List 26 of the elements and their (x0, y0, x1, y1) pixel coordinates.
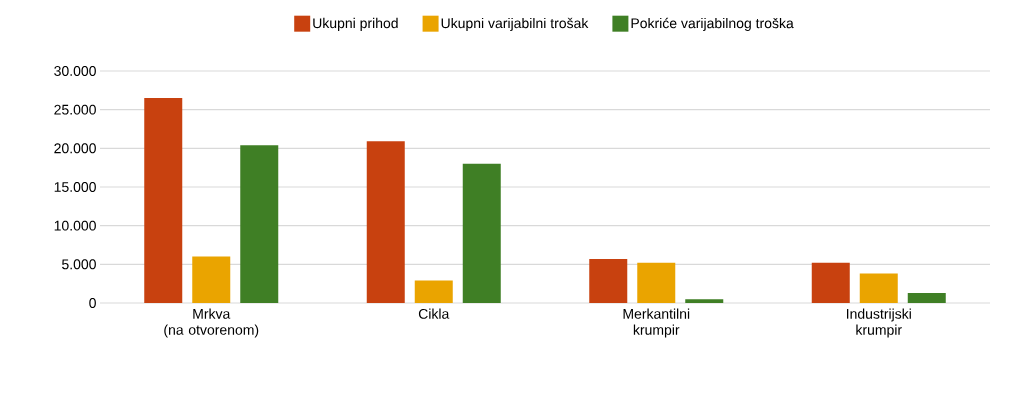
legend-label: Ukupni varijabilni trošak (441, 17, 589, 31)
y-tick-label: 20.000 (54, 143, 96, 154)
y-tick-label: 0 (89, 298, 96, 308)
y-tick-label: 5.000 (62, 259, 96, 270)
y-tick-label: 15.000 (54, 182, 96, 192)
bar (859, 273, 898, 303)
x-tick-label: Cikla (418, 308, 450, 319)
x-tick-label: Mrkva (na otvorenom) (164, 308, 259, 338)
legend-label: Ukupni prihod (313, 17, 398, 31)
y-tick-label: 10.000 (54, 220, 96, 231)
y-tick-label: 25.000 (54, 104, 96, 115)
bar (414, 280, 453, 303)
bar (589, 258, 628, 303)
bar (240, 145, 279, 303)
bar (366, 141, 405, 303)
bar (192, 256, 231, 303)
bar (811, 262, 850, 303)
legend-label: Pokriće varijabilnog troška (631, 17, 794, 31)
bar (144, 98, 183, 303)
bar (907, 292, 946, 303)
x-tick-label: Merkantilni krumpir (623, 308, 690, 338)
x-tick-label: Industrijski krumpir (846, 308, 911, 338)
bar (637, 262, 676, 303)
bar (462, 163, 501, 303)
bar (685, 299, 724, 303)
y-tick-label: 30.000 (54, 66, 96, 76)
